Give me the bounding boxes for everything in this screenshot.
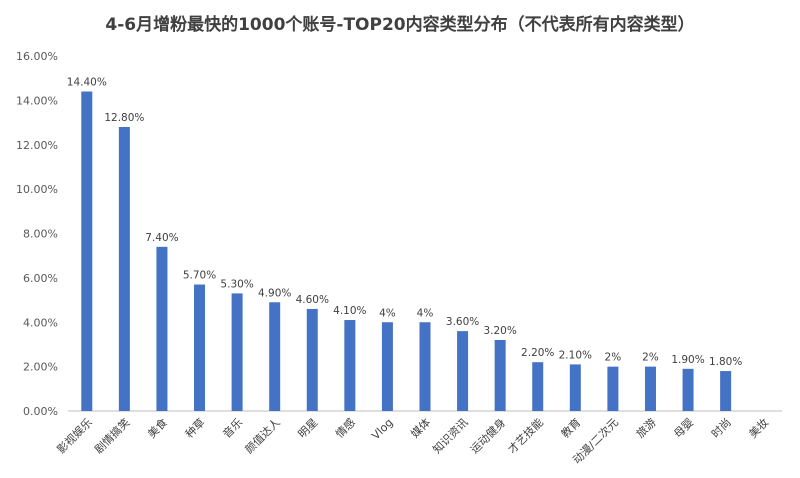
bar <box>156 246 168 411</box>
data-label: 7.40% <box>145 232 178 244</box>
bar <box>419 322 431 411</box>
y-tick-label: 6.00% <box>23 272 58 285</box>
data-label: 2% <box>642 352 659 364</box>
x-tick-label: 明星 <box>296 416 321 441</box>
data-label: 4% <box>417 307 434 319</box>
x-tick-label: 美妆 <box>747 416 772 441</box>
bar <box>644 366 656 411</box>
bar <box>344 320 356 411</box>
x-tick-label: 母婴 <box>671 416 696 441</box>
data-label: 2% <box>605 352 622 364</box>
x-tick-label: 教育 <box>558 415 583 440</box>
x-tick-label: 美食 <box>145 415 170 440</box>
y-tick-label: 10.00% <box>16 183 58 196</box>
bar <box>682 368 694 411</box>
y-tick-label: 0.00% <box>23 405 58 418</box>
y-tick-label: 12.00% <box>16 139 58 152</box>
bar <box>269 302 281 411</box>
x-tick-label: 媒体 <box>408 415 433 440</box>
x-tick-label: 才艺技能 <box>505 415 546 456</box>
x-tick-label: 旅游 <box>633 415 658 440</box>
chart-title: 4-6月增粉最快的1000个账号-TOP20内容类型分布（不代表所有内容类型） <box>105 15 695 35</box>
x-tick-label: 时尚 <box>708 415 733 440</box>
data-label: 2.20% <box>521 347 554 359</box>
bar <box>118 127 130 411</box>
x-tick-label: 情感 <box>333 416 358 441</box>
bar <box>494 340 506 411</box>
bar <box>306 308 318 411</box>
bar <box>194 284 206 411</box>
x-tick-label: 颜值达人 <box>243 416 283 456</box>
data-label: 2.10% <box>559 349 592 361</box>
bar <box>457 331 469 411</box>
data-label: 4.60% <box>296 294 329 306</box>
data-label: 1.90% <box>671 354 704 366</box>
y-tick-label: 16.00% <box>16 50 58 63</box>
bar <box>720 371 732 411</box>
x-tick-label: 音乐 <box>220 415 245 440</box>
x-tick-label: 运动健身 <box>467 415 508 456</box>
x-tick-label: 剧情搞笑 <box>91 415 132 456</box>
data-label: 12.80% <box>104 112 144 124</box>
x-tick-label: 知识资讯 <box>430 415 471 456</box>
y-tick-label: 8.00% <box>23 228 58 241</box>
bar <box>231 293 243 411</box>
data-label: 4.10% <box>333 305 366 317</box>
bar <box>381 322 393 411</box>
data-label: 5.30% <box>220 278 253 290</box>
data-label: 3.60% <box>446 316 479 328</box>
data-label: 14.40% <box>67 77 107 89</box>
data-label: 4.90% <box>258 287 291 299</box>
x-tick-label: 种草 <box>182 415 207 440</box>
data-label: 4% <box>379 307 396 319</box>
data-label: 3.20% <box>483 325 516 337</box>
x-tick-label: Vlog <box>369 416 395 442</box>
x-tick-label: 影视娱乐 <box>54 415 95 456</box>
y-tick-label: 4.00% <box>23 316 58 329</box>
bar <box>569 364 581 411</box>
bar <box>81 91 93 411</box>
y-tick-label: 2.00% <box>23 361 58 374</box>
data-label: 1.80% <box>709 356 742 368</box>
bar <box>532 362 544 411</box>
bar <box>607 366 619 411</box>
data-label: 5.70% <box>183 270 216 282</box>
y-tick-label: 14.00% <box>16 94 58 107</box>
